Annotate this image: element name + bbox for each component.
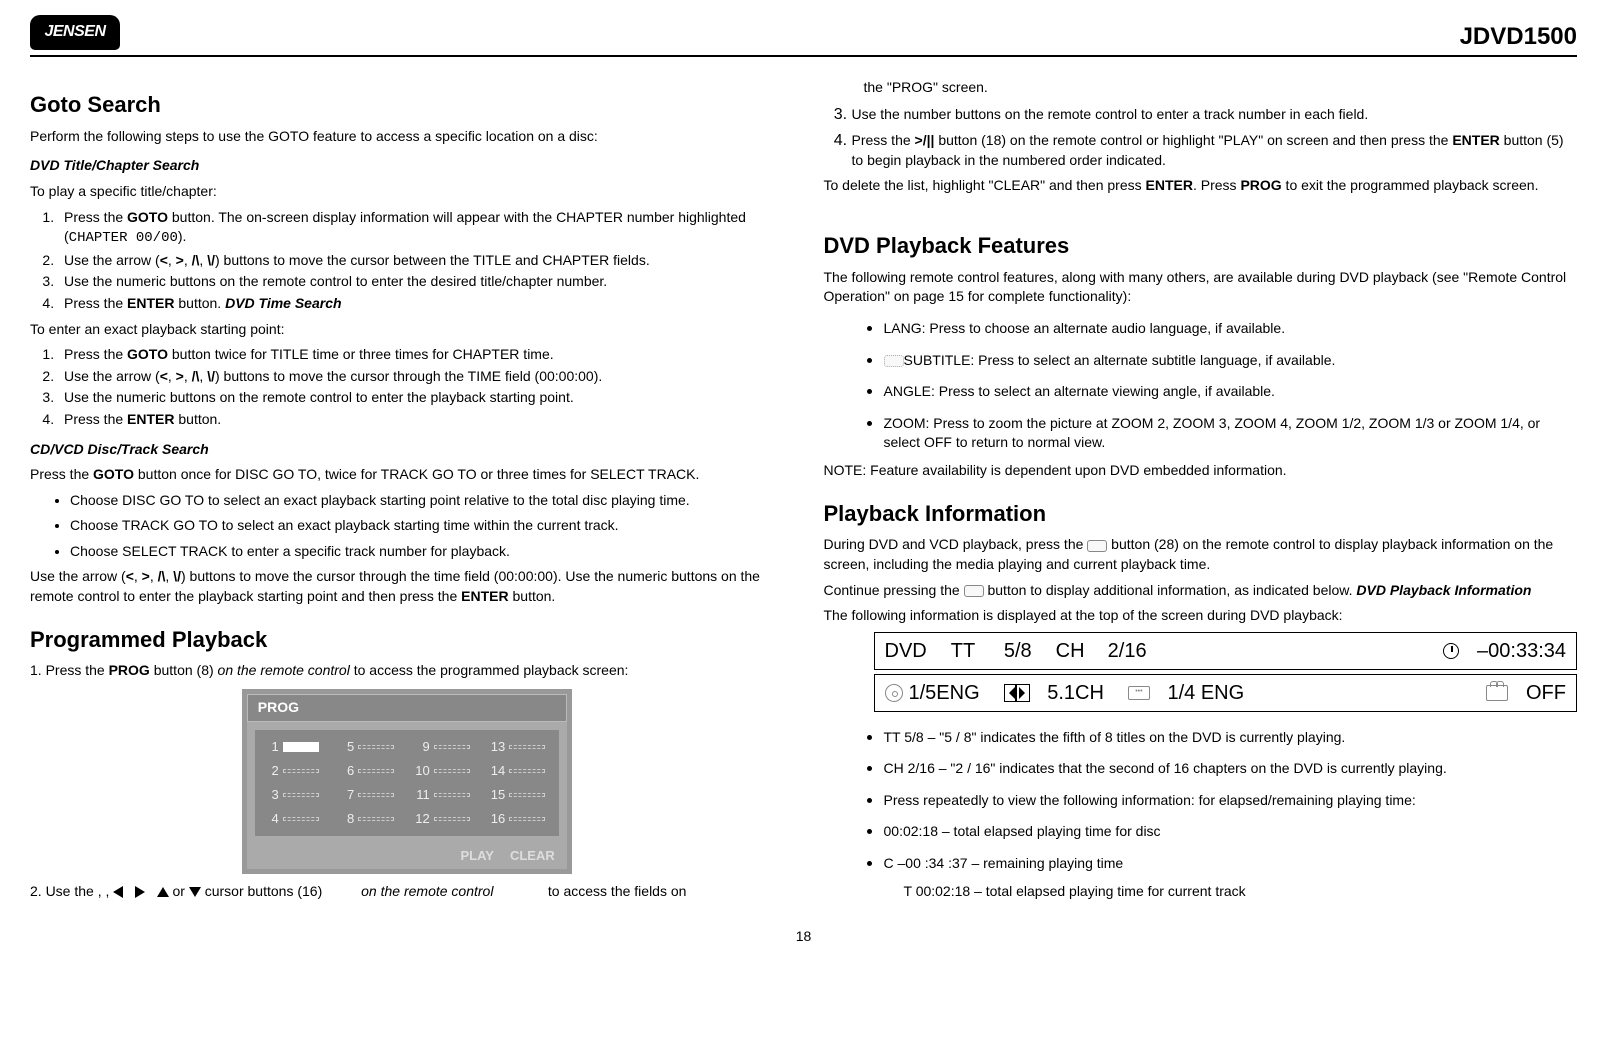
display-button-icon [1087,540,1107,552]
prog-grid: 1 5 9 13 2 6 10 14 3 7 11 15 4 8 12 16 [255,730,559,837]
step-item: Use the arrow (<, >, /\, \/) buttons to … [58,367,784,387]
delete-list: To delete the list, highlight "CLEAR" an… [824,176,1578,196]
list-item: CH 2/16 – "2 / 16" indicates that the se… [884,755,1578,779]
time-search-intro: To enter an exact playback starting poin… [30,320,784,340]
clock-icon [1443,643,1459,659]
info-time: –00:33:34 [1443,637,1566,665]
info-dvd: DVD [885,637,927,665]
list-item: Choose TRACK GO TO to select an exact pl… [70,516,784,536]
cc-icon [1486,685,1508,701]
features-note: NOTE: Feature availability is dependent … [824,461,1578,481]
step-item: Press the ENTER button. DVD Time Search [58,294,784,314]
goto-options: Choose DISC GO TO to select an exact pla… [30,491,784,562]
playback-info-cont: Continue pressing the button to display … [824,581,1578,601]
time-search-steps: Press the GOTO button twice for TITLE ti… [30,345,784,429]
content-columns: Goto Search Perform the following steps … [30,72,1577,909]
subhead-cd-vcd-search: CD/VCD Disc/Track Search [30,440,784,460]
heading-dvd-playback-features: DVD Playback Features [824,231,1578,262]
arrow-down-icon [189,887,201,897]
list-item: TT 5/8 – "5 / 8" indicates the fifth of … [884,724,1578,748]
logo: JENSEN [30,15,120,50]
features-intro: The following remote control features, a… [824,268,1578,307]
play-title-intro: To play a specific title/chapter: [30,182,784,202]
prog-play-label: PLAY [460,847,493,865]
playback-info-intro: During DVD and VCD playback, press the b… [824,535,1578,574]
info-tt: TT 5/8 [951,637,1032,665]
arrow-left-icon [113,886,123,898]
subtitle-icon: ••• [1128,686,1150,700]
goto-intro: Perform the following steps to use the G… [30,127,784,147]
info-channel: 5.1CH [1004,679,1104,707]
features-list: LANG: Press to choose an alternate audio… [824,315,1578,453]
step-item: Use the numeric buttons on the remote co… [58,272,784,292]
prog-continuation: the "PROG" screen. [864,78,1578,98]
step-item: Press the ENTER button. [58,410,784,430]
heading-goto-search: Goto Search [30,90,784,121]
disc-icon [885,684,903,702]
list-item: SUBTITLE: Press to select an alternate s… [884,347,1578,371]
info-audio: 1/5ENG [885,679,980,707]
dolby-icon [1004,684,1030,702]
cd-vcd-intro: Press the GOTO button once for DISC GO T… [30,465,784,485]
prog-footer: PLAY CLEAR [247,844,567,868]
heading-programmed-playback: Programmed Playback [30,625,784,656]
list-item: Choose SELECT TRACK to enter a specific … [70,542,784,562]
arrow-right-icon [135,886,145,898]
right-column: the "PROG" screen. Use the number button… [824,72,1578,909]
page-number: 18 [30,927,1577,947]
model-number: JDVD1500 [1460,20,1577,54]
display-button-icon [964,585,984,597]
step-item: Use the arrow (<, >, /\, \/) buttons to … [58,251,784,271]
list-item: C –00 :34 :37 – remaining playing time [884,850,1578,874]
list-item: LANG: Press to choose an alternate audio… [884,315,1578,339]
title-search-steps: Press the GOTO button. The on-screen dis… [30,208,784,314]
step-item: Use the number buttons on the remote con… [852,104,1578,125]
prog-title: PROG [247,694,567,722]
prog-step1: 1. Press the PROG button (8) on the remo… [30,661,784,681]
step-item: Press the GOTO button twice for TITLE ti… [58,345,784,365]
step-item: Press the GOTO button. The on-screen dis… [58,208,784,249]
prog-step2: 2. Use the , , or cursor buttons (16) on… [30,882,784,902]
step-item: Press the >/|| button (18) on the remote… [852,130,1578,170]
heading-playback-info: Playback Information [824,499,1578,530]
list-item: T 00:02:18 – total elapsed playing time … [904,882,1578,902]
left-column: Goto Search Perform the following steps … [30,72,784,909]
info-bars: DVD TT 5/8 CH 2/16 –00:33:34 1/5ENG 5.1C… [874,632,1578,712]
list-item: Press repeatedly to view the following i… [884,787,1578,811]
prog-clear-label: CLEAR [510,847,555,865]
step-item: Use the numeric buttons on the remote co… [58,388,784,408]
arrow-up-icon [157,887,169,897]
list-item: 00:02:18 – total elapsed playing time fo… [884,818,1578,842]
prog-steps-cont: Use the number buttons on the remote con… [824,104,1578,171]
info-ch: CH 2/16 [1056,637,1147,665]
list-item: ZOOM: Press to zoom the picture at ZOOM … [884,410,1578,453]
info-subtitle: ••• 1/4 ENG [1128,679,1244,707]
info-cc: OFF [1486,679,1566,707]
info-bar-1: DVD TT 5/8 CH 2/16 –00:33:34 [874,632,1578,670]
list-item: Choose DISC GO TO to select an exact pla… [70,491,784,511]
cd-vcd-cursor: Use the arrow (<, >, /\, \/) buttons to … [30,567,784,606]
info-bar-2: 1/5ENG 5.1CH ••• 1/4 ENG OFF [874,674,1578,712]
playback-info-desc: The following information is displayed a… [824,606,1578,626]
subhead-dvd-title-search: DVD Title/Chapter Search [30,156,784,176]
subtitle-button-icon [884,355,904,367]
header: JENSEN JDVD1500 [30,20,1577,57]
playback-info-list: TT 5/8 – "5 / 8" indicates the fifth of … [824,724,1578,902]
prog-screen: PROG 1 5 9 13 2 6 10 14 3 7 11 15 4 8 12… [242,689,572,874]
list-item: ANGLE: Press to select an alternate view… [884,378,1578,402]
